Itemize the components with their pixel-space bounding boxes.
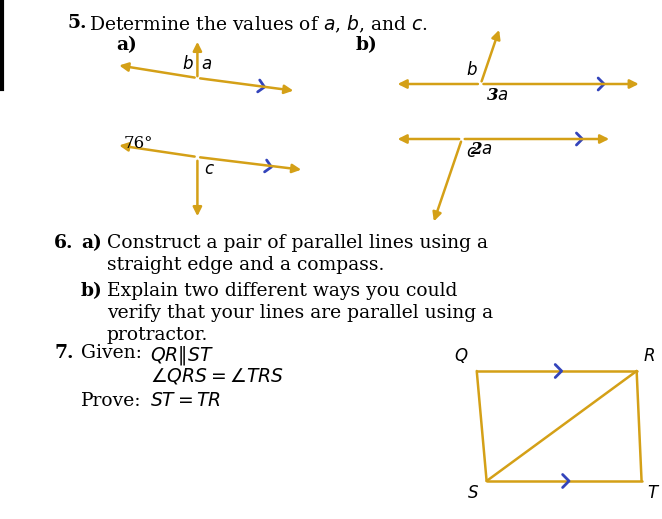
- Text: Given:: Given:: [81, 344, 142, 362]
- Text: 7.: 7.: [54, 344, 73, 362]
- Text: $QR \| ST$: $QR \| ST$: [150, 344, 214, 367]
- Text: Explain two different ways you could: Explain two different ways you could: [107, 282, 457, 300]
- Text: b): b): [81, 282, 103, 300]
- Text: Prove:: Prove:: [81, 392, 142, 410]
- Text: $S$: $S$: [467, 485, 479, 502]
- Text: Determine the values of $a$, $b$, and $c$.: Determine the values of $a$, $b$, and $c…: [89, 14, 428, 35]
- Text: 3$a$: 3$a$: [486, 87, 508, 104]
- Text: 5.: 5.: [67, 14, 87, 32]
- Text: 2$a$: 2$a$: [470, 141, 493, 158]
- Text: $b$: $b$: [466, 61, 478, 79]
- Text: straight edge and a compass.: straight edge and a compass.: [107, 256, 384, 274]
- Text: b): b): [355, 36, 377, 54]
- Text: verify that your lines are parallel using a: verify that your lines are parallel usin…: [107, 304, 493, 322]
- Text: $c$: $c$: [205, 161, 215, 178]
- Text: $\angle QRS = \angle TRS$: $\angle QRS = \angle TRS$: [150, 366, 284, 386]
- Text: 6.: 6.: [54, 234, 73, 252]
- Text: $Q$: $Q$: [454, 346, 469, 365]
- Text: a): a): [81, 234, 102, 252]
- Text: protractor.: protractor.: [107, 326, 208, 344]
- Text: $T$: $T$: [647, 485, 661, 502]
- Text: Construct a pair of parallel lines using a: Construct a pair of parallel lines using…: [107, 234, 488, 252]
- Text: 76°: 76°: [124, 135, 153, 153]
- Text: $R$: $R$: [643, 348, 655, 365]
- Text: $ST = TR$: $ST = TR$: [150, 392, 221, 410]
- Text: a): a): [117, 36, 137, 54]
- Text: $a$: $a$: [201, 56, 213, 73]
- Text: $c$: $c$: [466, 144, 477, 161]
- Text: $b$: $b$: [181, 55, 193, 73]
